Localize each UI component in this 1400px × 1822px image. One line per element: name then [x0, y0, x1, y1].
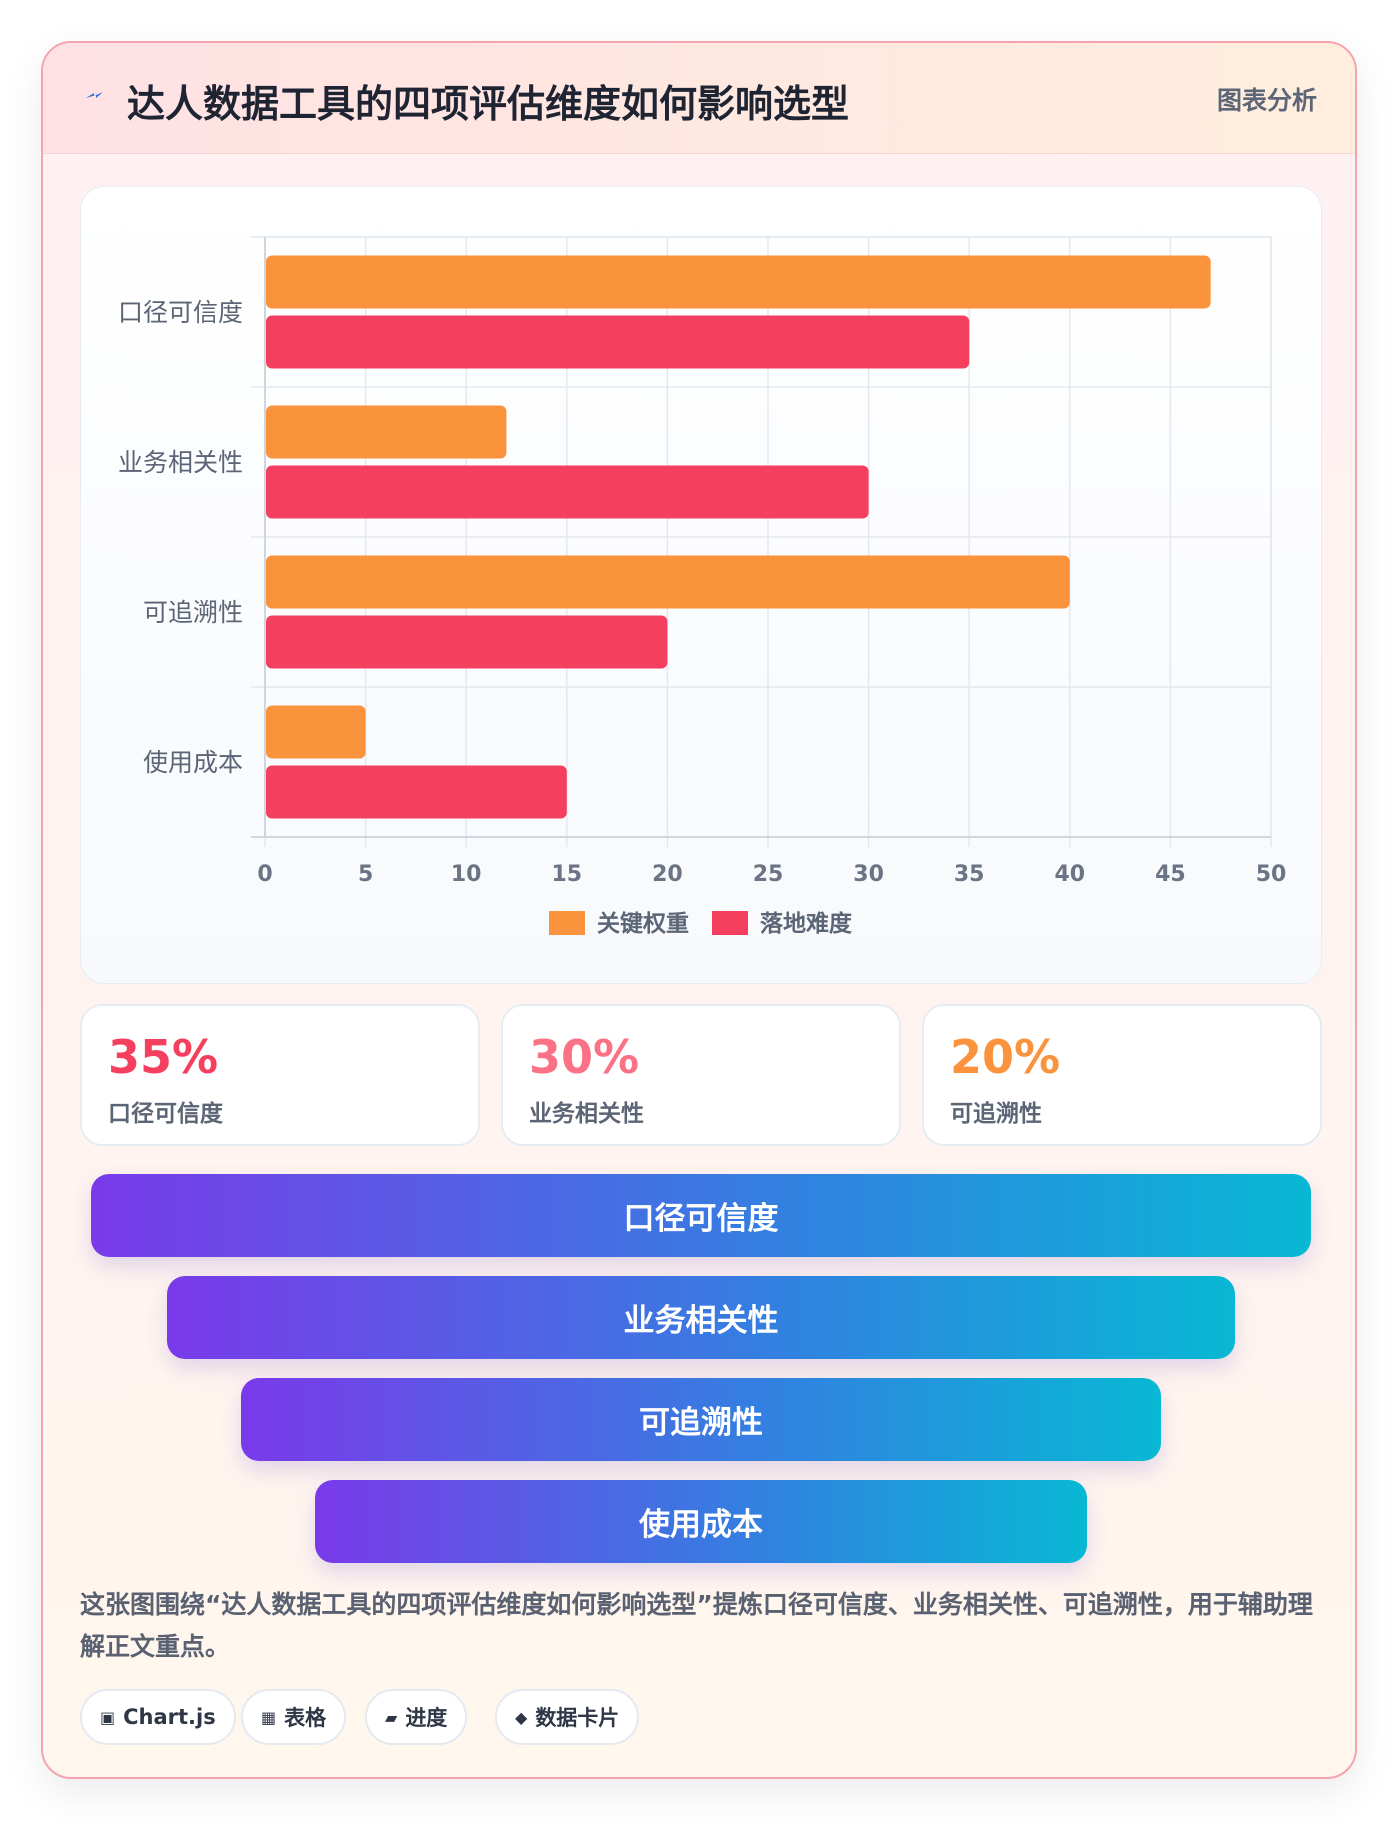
- bar-weight: [266, 705, 366, 759]
- funnel-step-4: 使用成本: [315, 1480, 1087, 1563]
- lightning-icon: [86, 92, 103, 98]
- data-card-icon: ◆: [515, 1707, 528, 1727]
- funnel-label: 使用成本: [639, 1507, 763, 1543]
- stat-card-2: 30% 业务相关性: [501, 1004, 901, 1146]
- bar-difficulty: [266, 315, 970, 369]
- y-tick-label: 可追溯性: [143, 598, 243, 627]
- progress-icon: ▰: [385, 1707, 398, 1727]
- card-header: 达人数据工具的四项评估维度如何影响选型 图表分析: [43, 43, 1355, 154]
- stat-value: 20%: [950, 1030, 1061, 1084]
- funnel-step-1: 口径可信度: [91, 1174, 1311, 1257]
- funnel-label: 可追溯性: [639, 1405, 763, 1441]
- funnel-step-2: 业务相关性: [167, 1276, 1235, 1359]
- x-tick-label: 25: [753, 862, 784, 887]
- chart-panel: 0 5 10 15 20 25 30 35 40 45 50 口径可信度业务相关性可追溯性使用成本关键…: [80, 186, 1322, 984]
- x-tick-label: 35: [954, 862, 985, 887]
- chip-progress[interactable]: ▰ 进度: [365, 1689, 468, 1745]
- legend-label: 关键权重: [597, 910, 689, 937]
- bar-difficulty: [266, 765, 567, 819]
- stat-value: 35%: [108, 1030, 219, 1084]
- bar-difficulty: [266, 615, 668, 669]
- legend-swatch: [712, 911, 748, 935]
- chip-label: 数据卡片: [535, 1706, 620, 1730]
- report-card: 达人数据工具的四项评估维度如何影响选型 图表分析 0 5 10 15 20 25 30 35 4…: [41, 41, 1357, 1779]
- legend-swatch: [549, 911, 585, 935]
- page-title: 达人数据工具的四项评估维度如何影响选型: [127, 82, 850, 126]
- stat-card-1: 35% 口径可信度: [80, 1004, 480, 1146]
- chip-label: Chart.js: [123, 1705, 216, 1729]
- stat-value: 30%: [529, 1030, 640, 1084]
- stat-label: 业务相关性: [529, 1101, 644, 1127]
- chip-data-card[interactable]: ◆ 数据卡片: [495, 1689, 640, 1745]
- chip-chartjs[interactable]: ▣ Chart.js: [80, 1689, 236, 1745]
- bar-chart: 0 5 10 15 20 25 30 35 40 45 50 口径可信度业务相关性可追溯性使用成本关键…: [118, 236, 1287, 937]
- chip-table[interactable]: ▦ 表格: [241, 1689, 347, 1745]
- y-tick-label: 使用成本: [143, 748, 243, 777]
- bar-weight: [266, 405, 507, 459]
- bar-weight: [266, 555, 1070, 609]
- x-tick-label: 40: [1054, 862, 1085, 887]
- x-tick-label: 0: [257, 862, 272, 887]
- bar-difficulty: [266, 465, 869, 519]
- chart-analysis-tag: 图表分析: [1216, 86, 1317, 115]
- x-tick-label: 10: [451, 862, 482, 887]
- x-tick-label: 45: [1155, 862, 1186, 887]
- x-tick-label: 5: [358, 862, 373, 887]
- x-tick-label: 15: [551, 862, 582, 887]
- x-tick-label: 50: [1256, 862, 1287, 887]
- chip-label: 进度: [405, 1706, 448, 1730]
- table-icon: ▦: [261, 1707, 277, 1727]
- funnel-label: 业务相关性: [623, 1303, 779, 1339]
- funnel-label: 口径可信度: [623, 1201, 779, 1237]
- bar-weight: [266, 255, 1211, 309]
- chart-description: 这张图围绕“达人数据工具的四项评估维度如何影响选型”提炼口径可信度、业务相关性、…: [80, 1590, 1313, 1661]
- stat-label: 口径可信度: [108, 1101, 223, 1127]
- y-tick-label: 口径可信度: [118, 298, 243, 327]
- stat-label: 可追溯性: [950, 1101, 1042, 1127]
- stat-cards: 35% 口径可信度 30% 业务相关性 20% 可追溯性: [80, 1004, 1322, 1146]
- legend-label: 落地难度: [760, 910, 853, 937]
- stat-card-3: 20% 可追溯性: [922, 1004, 1322, 1146]
- x-tick-label: 20: [652, 862, 683, 887]
- chip-label: 表格: [284, 1706, 327, 1730]
- chart-icon: ▣: [100, 1707, 116, 1727]
- x-tick-label: 30: [853, 862, 884, 887]
- y-tick-label: 业务相关性: [118, 448, 243, 477]
- funnel-step-3: 可追溯性: [241, 1378, 1161, 1461]
